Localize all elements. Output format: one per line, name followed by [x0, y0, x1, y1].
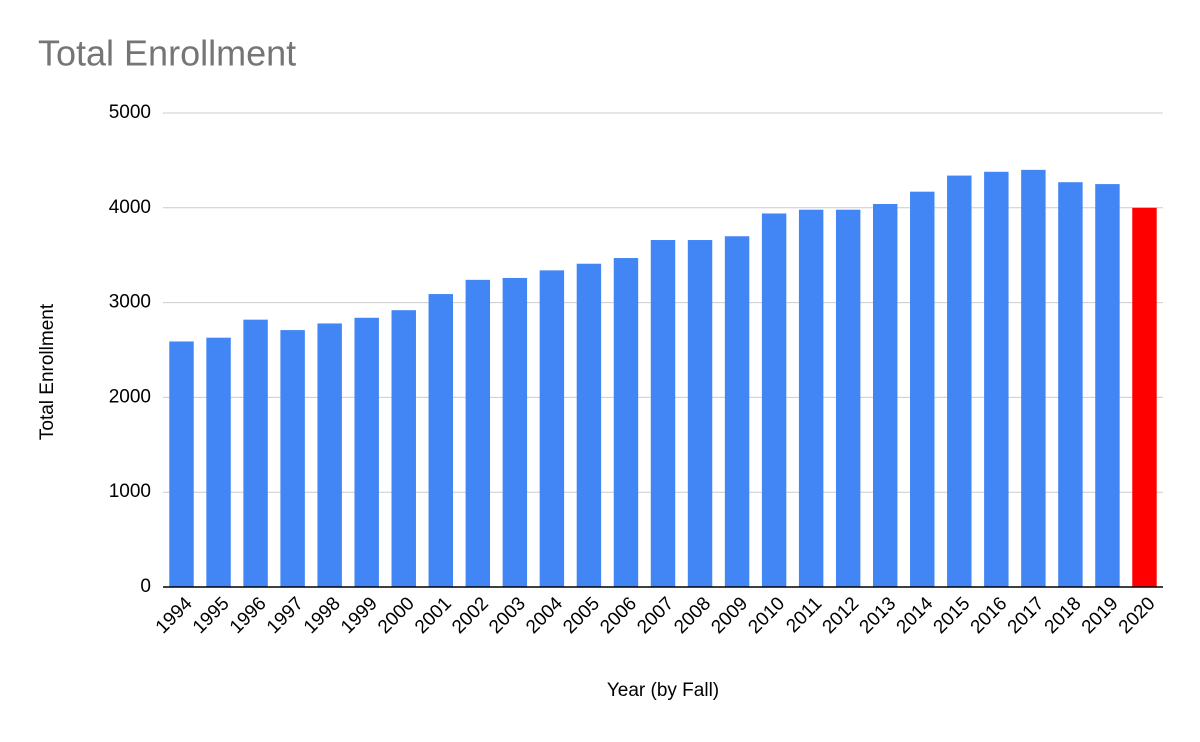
x-tick-label: 1994	[152, 593, 197, 638]
x-tick-label: 2000	[374, 593, 419, 638]
bar	[539, 270, 565, 587]
bar	[243, 319, 268, 587]
bar	[873, 204, 898, 587]
x-tick-label: 2018	[1041, 593, 1086, 638]
bar	[206, 337, 231, 587]
x-tick-label: 2006	[596, 593, 641, 638]
bar	[1021, 169, 1046, 587]
x-tick-label: 1995	[189, 593, 234, 638]
bar	[317, 323, 342, 587]
bar	[650, 240, 676, 588]
x-tick-label: 1998	[300, 593, 345, 638]
x-tick-label: 2016	[967, 593, 1012, 638]
y-tick-label: 2000	[109, 386, 151, 407]
x-tick-label: 2013	[856, 593, 901, 638]
bar	[576, 263, 602, 587]
x-tick-label: 2011	[782, 593, 826, 637]
x-tick-label: 2014	[893, 593, 938, 638]
bar	[687, 240, 713, 588]
bar	[761, 213, 787, 587]
x-tick-label: 1999	[337, 593, 382, 638]
bar	[798, 209, 824, 588]
chart-title: Total Enrollment	[38, 33, 296, 74]
bar	[502, 277, 528, 587]
bar	[947, 175, 972, 587]
y-tick-label: 1000	[109, 481, 151, 502]
x-tick-label: 2010	[744, 593, 789, 638]
x-tick-label: 2002	[448, 593, 493, 638]
y-axis-label: Total Enrollment	[37, 303, 58, 440]
x-tick-label: 2004	[522, 593, 567, 638]
bar	[1058, 182, 1083, 588]
y-tick-label: 5000	[109, 102, 151, 123]
bar	[1095, 184, 1120, 587]
y-tick-label: 0	[140, 576, 151, 597]
x-tick-label: 2020	[1115, 593, 1160, 638]
bar	[354, 317, 379, 587]
x-tick-label: 2015	[930, 593, 975, 638]
x-tick-label: 1997	[263, 593, 308, 638]
bar	[1132, 207, 1157, 588]
x-tick-label: 2019	[1078, 593, 1123, 638]
x-tick-label: 2017	[1004, 593, 1049, 638]
bar	[984, 171, 1009, 587]
bar	[391, 310, 416, 587]
x-axis-label: Year (by Fall)	[607, 680, 719, 701]
bar	[835, 209, 861, 588]
x-tick-label: 2007	[633, 593, 678, 638]
x-tick-label: 1996	[226, 593, 271, 638]
x-tick-label: 2009	[707, 593, 752, 638]
x-tick-label: 2008	[670, 593, 715, 638]
x-tick-label: 2012	[819, 593, 864, 638]
y-tick-label: 4000	[109, 197, 151, 218]
bar	[613, 258, 639, 587]
bar	[428, 294, 453, 587]
x-tick-label: 2005	[559, 593, 604, 638]
y-tick-label: 3000	[109, 292, 151, 313]
bar	[910, 191, 935, 587]
x-tick-label: 2003	[485, 593, 530, 638]
bar	[724, 236, 750, 588]
bar	[465, 279, 491, 587]
bar	[169, 341, 194, 587]
x-tick-label: 2001	[411, 593, 456, 638]
bar	[280, 330, 305, 587]
